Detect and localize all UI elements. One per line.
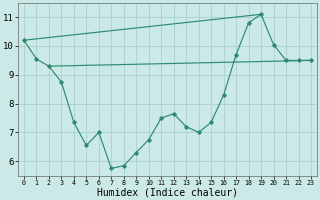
X-axis label: Humidex (Indice chaleur): Humidex (Indice chaleur) (97, 187, 238, 197)
